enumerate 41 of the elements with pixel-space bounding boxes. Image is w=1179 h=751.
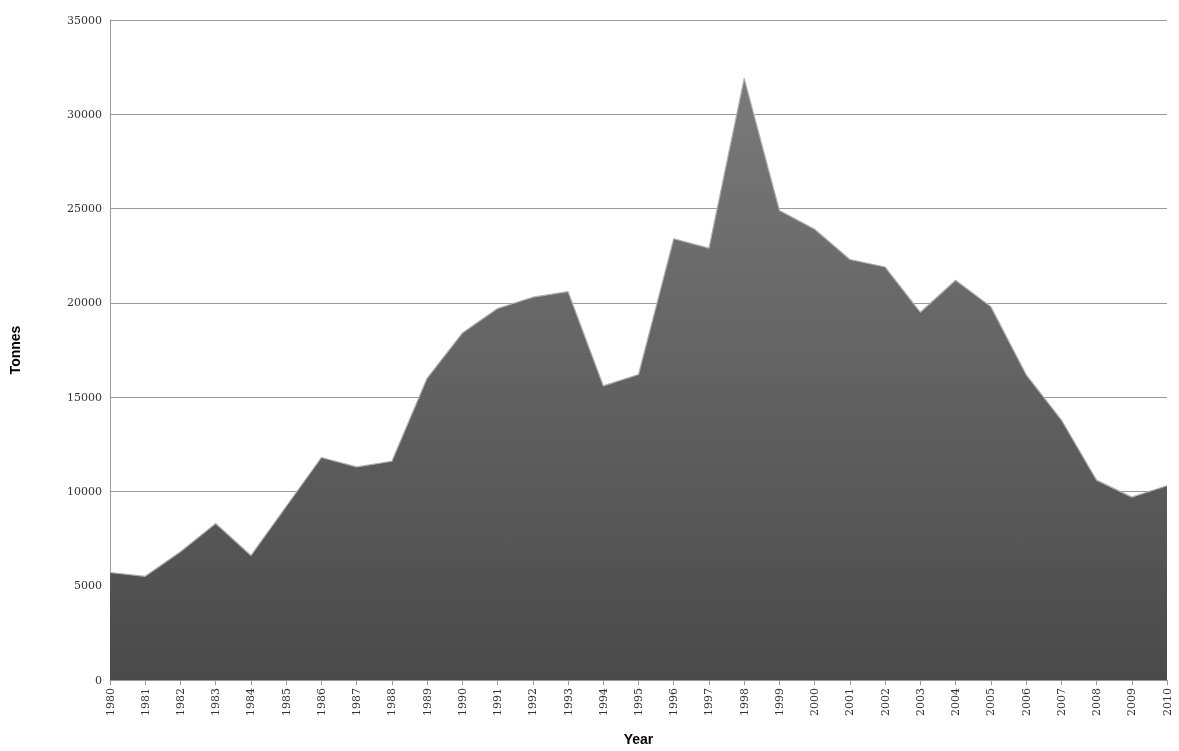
x-tick-label: 2001	[843, 688, 857, 716]
x-tick-label: 1983	[209, 688, 223, 716]
x-tick-label: 1981	[138, 688, 152, 716]
x-tick-label: 2003	[913, 688, 927, 716]
x-tick-label: 1997	[702, 688, 716, 716]
y-tick-label: 25000	[67, 202, 102, 216]
x-tick-label: 2007	[1054, 688, 1068, 716]
x-tick-label: 1987	[350, 688, 364, 716]
y-tick-label: 0	[95, 673, 102, 687]
x-tick-label: 1989	[420, 688, 434, 716]
y-tick-label: 30000	[67, 107, 102, 121]
x-tick-label: 1998	[737, 688, 751, 716]
x-tick-label: 2005	[984, 688, 998, 716]
x-tick-label: 1980	[103, 688, 117, 716]
x-tick-label: 1982	[173, 688, 187, 716]
x-tick-label: 1999	[772, 688, 786, 716]
x-tick-label: 2010	[1160, 688, 1174, 716]
x-tick-label: 1995	[632, 688, 645, 716]
y-axis-title: Tonnes	[7, 325, 23, 375]
x-tick-label: 1985	[279, 688, 293, 716]
x-tick-label: 2004	[949, 688, 963, 716]
x-tick-label: 2006	[1019, 688, 1033, 716]
x-tick-label: 2000	[808, 688, 822, 716]
x-tick-label: 1988	[385, 688, 399, 716]
x-tick-label: 1993	[561, 688, 575, 716]
x-tick-label: 1996	[667, 688, 681, 716]
y-tick-label: 35000	[67, 13, 102, 27]
x-tick-label: 1984	[244, 688, 258, 716]
x-tick-label: 2002	[878, 688, 892, 716]
x-tick-label: 2008	[1090, 688, 1104, 716]
y-tick-label: 15000	[67, 390, 102, 404]
y-tick-label: 20000	[67, 296, 102, 310]
y-tick-label: 10000	[67, 484, 102, 498]
x-tick-label: 2009	[1125, 688, 1139, 716]
x-tick-label: 1986	[314, 688, 328, 716]
y-tick-label: 5000	[74, 579, 102, 593]
x-axis-title: Year	[623, 731, 654, 747]
x-tick-label: 1990	[455, 688, 469, 716]
x-tick-label: 1991	[491, 688, 505, 716]
x-tick-label: 1992	[526, 688, 540, 716]
x-tick-label: 1994	[596, 688, 610, 716]
